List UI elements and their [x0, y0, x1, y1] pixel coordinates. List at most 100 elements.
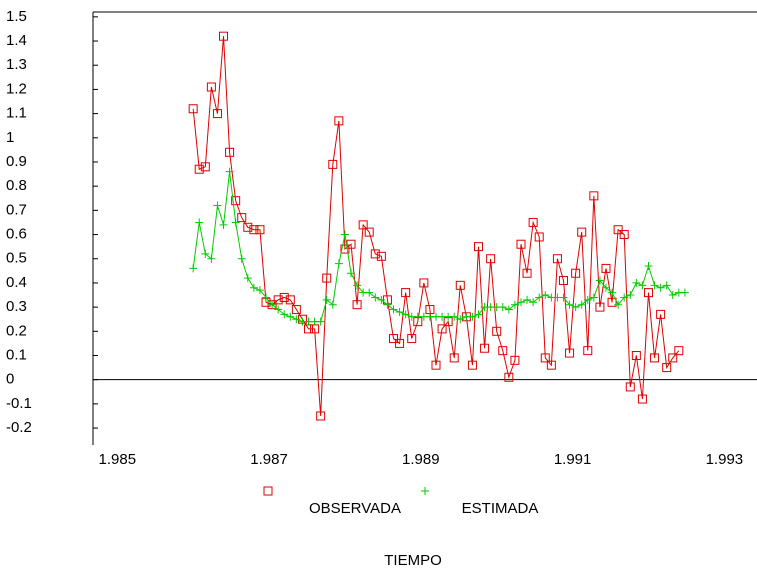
data-point	[231, 218, 240, 227]
data-point	[201, 249, 210, 258]
data-point	[268, 300, 277, 309]
y-tick-label: 0.5	[6, 250, 27, 267]
data-point	[286, 312, 295, 321]
legend-label: OBSERVADA	[309, 500, 401, 517]
x-tick-label: 1.985	[99, 451, 137, 468]
data-point	[650, 281, 659, 290]
data-point	[334, 116, 344, 126]
data-point	[680, 288, 689, 297]
data-point	[571, 268, 581, 278]
y-tick-label: 0.7	[6, 201, 27, 218]
data-point	[340, 244, 350, 254]
data-point	[377, 295, 386, 304]
data-point	[535, 293, 544, 302]
data-point	[455, 280, 465, 290]
y-tick-label: 0.3	[6, 298, 27, 315]
data-point	[322, 295, 331, 304]
y-tick-label: 0.9	[6, 153, 27, 170]
data-point	[565, 348, 575, 358]
data-point	[625, 382, 635, 392]
data-point	[383, 300, 392, 309]
data-point	[540, 353, 550, 363]
series-line	[192, 36, 680, 417]
data-point	[583, 346, 593, 356]
data-point	[262, 293, 271, 302]
data-point	[595, 302, 605, 312]
data-point	[480, 343, 490, 353]
data-point	[510, 355, 520, 365]
data-point	[486, 254, 496, 264]
data-point	[450, 312, 459, 321]
data-point	[571, 303, 580, 312]
data-point	[577, 300, 586, 309]
data-point	[292, 315, 301, 324]
data-point	[346, 239, 356, 249]
data-point	[347, 269, 356, 278]
data-point	[607, 297, 617, 307]
data-point	[583, 295, 592, 304]
data-point	[437, 324, 447, 334]
data-point	[632, 278, 641, 287]
data-point	[225, 167, 234, 176]
data-point	[237, 254, 246, 263]
y-tick-label: 1.5	[6, 8, 27, 25]
data-point	[534, 232, 544, 242]
data-point	[656, 283, 665, 292]
data-point	[541, 291, 550, 300]
data-point	[637, 394, 647, 404]
data-point	[523, 295, 532, 304]
data-point	[243, 274, 252, 283]
data-point	[528, 217, 538, 227]
data-point	[601, 263, 611, 273]
data-point	[401, 310, 410, 319]
data-point	[273, 295, 283, 305]
data-point	[595, 276, 604, 285]
data-point	[516, 298, 525, 307]
data-point	[395, 307, 404, 316]
data-point	[285, 295, 295, 305]
data-point	[274, 305, 283, 314]
data-point	[316, 411, 326, 421]
data-point	[510, 300, 519, 309]
data-point	[213, 201, 222, 210]
y-tick-label: 0.8	[6, 177, 27, 194]
data-point	[249, 283, 258, 292]
y-tick-label: 1.1	[6, 105, 27, 122]
y-tick-label: 0.1	[6, 346, 27, 363]
data-point	[279, 292, 289, 302]
data-point	[322, 273, 332, 283]
data-point	[431, 360, 441, 370]
data-point	[504, 305, 513, 314]
data-point	[376, 251, 386, 261]
y-tick-label: 1.4	[6, 32, 27, 49]
x-tick-label: 1.987	[250, 451, 288, 468]
y-tick-label: 0.2	[6, 322, 27, 339]
data-point	[389, 334, 399, 344]
data-point	[449, 353, 459, 363]
data-point	[546, 360, 556, 370]
data-point	[619, 230, 629, 240]
legend-marker	[263, 486, 273, 496]
x-tick-label: 1.989	[402, 451, 440, 468]
data-point	[473, 242, 483, 252]
data-point	[200, 162, 210, 172]
data-point	[631, 350, 641, 360]
data-point	[504, 372, 514, 382]
data-point	[195, 218, 204, 227]
data-point	[565, 300, 574, 309]
data-point	[194, 164, 204, 174]
data-point	[225, 147, 235, 157]
data-point	[529, 298, 538, 307]
data-point	[498, 303, 507, 312]
y-tick-label: 1	[6, 129, 14, 146]
data-point	[353, 281, 362, 290]
x-tick-label: 1.991	[554, 451, 592, 468]
data-point	[674, 346, 684, 356]
x-tick-label: 1.993	[706, 451, 744, 468]
data-point	[255, 286, 264, 295]
data-point	[516, 239, 526, 249]
data-point	[207, 254, 216, 263]
data-point	[212, 109, 222, 119]
y-tick-label: 0.6	[6, 226, 27, 243]
